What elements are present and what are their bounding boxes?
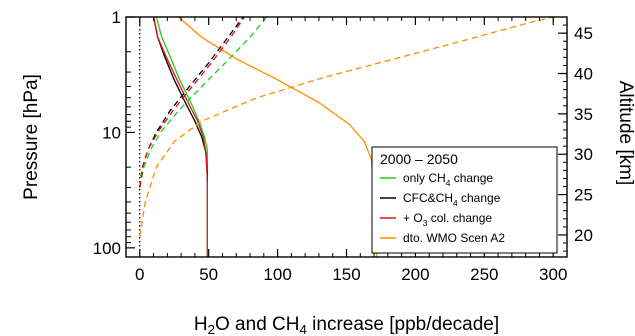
y2-tick-label: 30 bbox=[574, 145, 593, 164]
y2-tick-label: 45 bbox=[574, 24, 593, 43]
series-line-wmo_ch4 bbox=[139, 16, 554, 237]
y2-tick-label: 35 bbox=[574, 105, 593, 124]
x-tick-label: 0 bbox=[135, 265, 144, 284]
y-tick-label: 10 bbox=[102, 123, 121, 142]
series-line-cfc_ch4 bbox=[139, 16, 244, 188]
legend-entry-label: dto. WMO Scen A2 bbox=[403, 231, 505, 245]
series-line-wmo_h2o bbox=[177, 16, 378, 258]
x-tick-label: 200 bbox=[401, 265, 429, 284]
legend-entry-label: + O3 col. change bbox=[403, 211, 492, 228]
series-line-cfc_h2o bbox=[152, 16, 208, 183]
legend-title: 2000 – 2050 bbox=[380, 151, 458, 167]
y-tick-label: 100 bbox=[93, 239, 121, 258]
y2-tick-label: 20 bbox=[574, 226, 593, 245]
legend-entry-label: only CH4 change bbox=[403, 171, 493, 188]
y-axis-title: Pressure [hPa] bbox=[21, 74, 42, 200]
x-axis-title: H2O and CH4 increase [ppb/decade] bbox=[194, 314, 499, 336]
y-tick-label: 1 bbox=[112, 8, 121, 27]
x-tick-label: 250 bbox=[470, 265, 498, 284]
x-tick-label: 150 bbox=[332, 265, 360, 284]
x-tick-label: 300 bbox=[539, 265, 567, 284]
x-tick-label: 50 bbox=[199, 265, 218, 284]
series-line-o3_ch4 bbox=[139, 16, 246, 188]
series-line-o3_h2o bbox=[152, 16, 208, 257]
y2-axis-title: Altitude [km] bbox=[615, 81, 635, 186]
legend-box bbox=[371, 146, 558, 254]
legend-entry-label: CFC&CH4 change bbox=[403, 191, 501, 208]
y2-tick-label: 25 bbox=[574, 186, 593, 205]
series-line-ch4_only_ch4 bbox=[139, 16, 268, 188]
series-line-ch4_only_h2o bbox=[155, 16, 208, 183]
x-tick-label: 100 bbox=[263, 265, 291, 284]
y2-tick-label: 40 bbox=[574, 65, 593, 84]
